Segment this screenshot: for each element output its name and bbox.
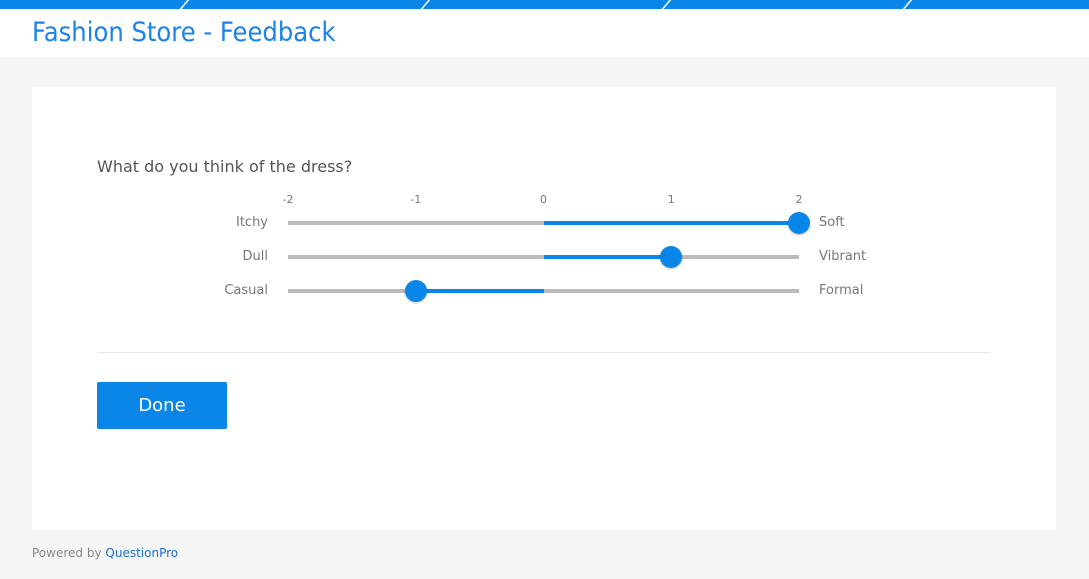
slider-track[interactable]	[288, 280, 799, 302]
slider-row: Dull Vibrant	[32, 246, 1056, 268]
slider-right-label: Formal	[819, 283, 864, 298]
questionpro-link[interactable]: QuestionPro	[105, 546, 179, 560]
slider-thumb[interactable]	[660, 246, 683, 268]
slider-right-label: Vibrant	[819, 249, 867, 264]
powered-by-text: Powered by	[32, 546, 102, 560]
survey-card: What do you think of the dress? -2 -1 0 1 2 …	[32, 87, 1056, 530]
divider	[97, 352, 991, 353]
question-text: What do you think of the dress?	[97, 157, 353, 176]
slider-fill	[543, 255, 672, 259]
slider-right-label: Soft	[819, 215, 845, 230]
scale-tick-label: -1	[410, 193, 422, 206]
done-button[interactable]: Done	[97, 382, 227, 429]
slider-thumb[interactable]	[788, 212, 810, 234]
scale-tick-label: 2	[795, 193, 803, 206]
slider-row: Casual Formal	[32, 280, 1056, 302]
slider-left-label: Itchy	[235, 215, 268, 230]
scale-tick-label: -2	[282, 193, 294, 206]
slider-left-label: Casual	[224, 283, 268, 298]
scale-tick-label: 1	[667, 193, 675, 206]
footer: Powered by QuestionPro	[32, 546, 178, 560]
page-title: Fashion Store - Feedback	[32, 17, 336, 48]
top-accent-bar	[0, 0, 1089, 9]
slider-track[interactable]	[288, 212, 810, 234]
slider-thumb[interactable]	[404, 280, 427, 302]
scale-tick-label: 0	[540, 193, 547, 206]
header: Fashion Store - Feedback	[0, 9, 1089, 57]
slider-row: Itchy Soft	[32, 212, 1056, 234]
slider-fill	[543, 221, 799, 225]
slider-fill	[415, 289, 544, 293]
slider-left-label: Dull	[242, 249, 268, 264]
slider-track[interactable]	[288, 246, 799, 268]
